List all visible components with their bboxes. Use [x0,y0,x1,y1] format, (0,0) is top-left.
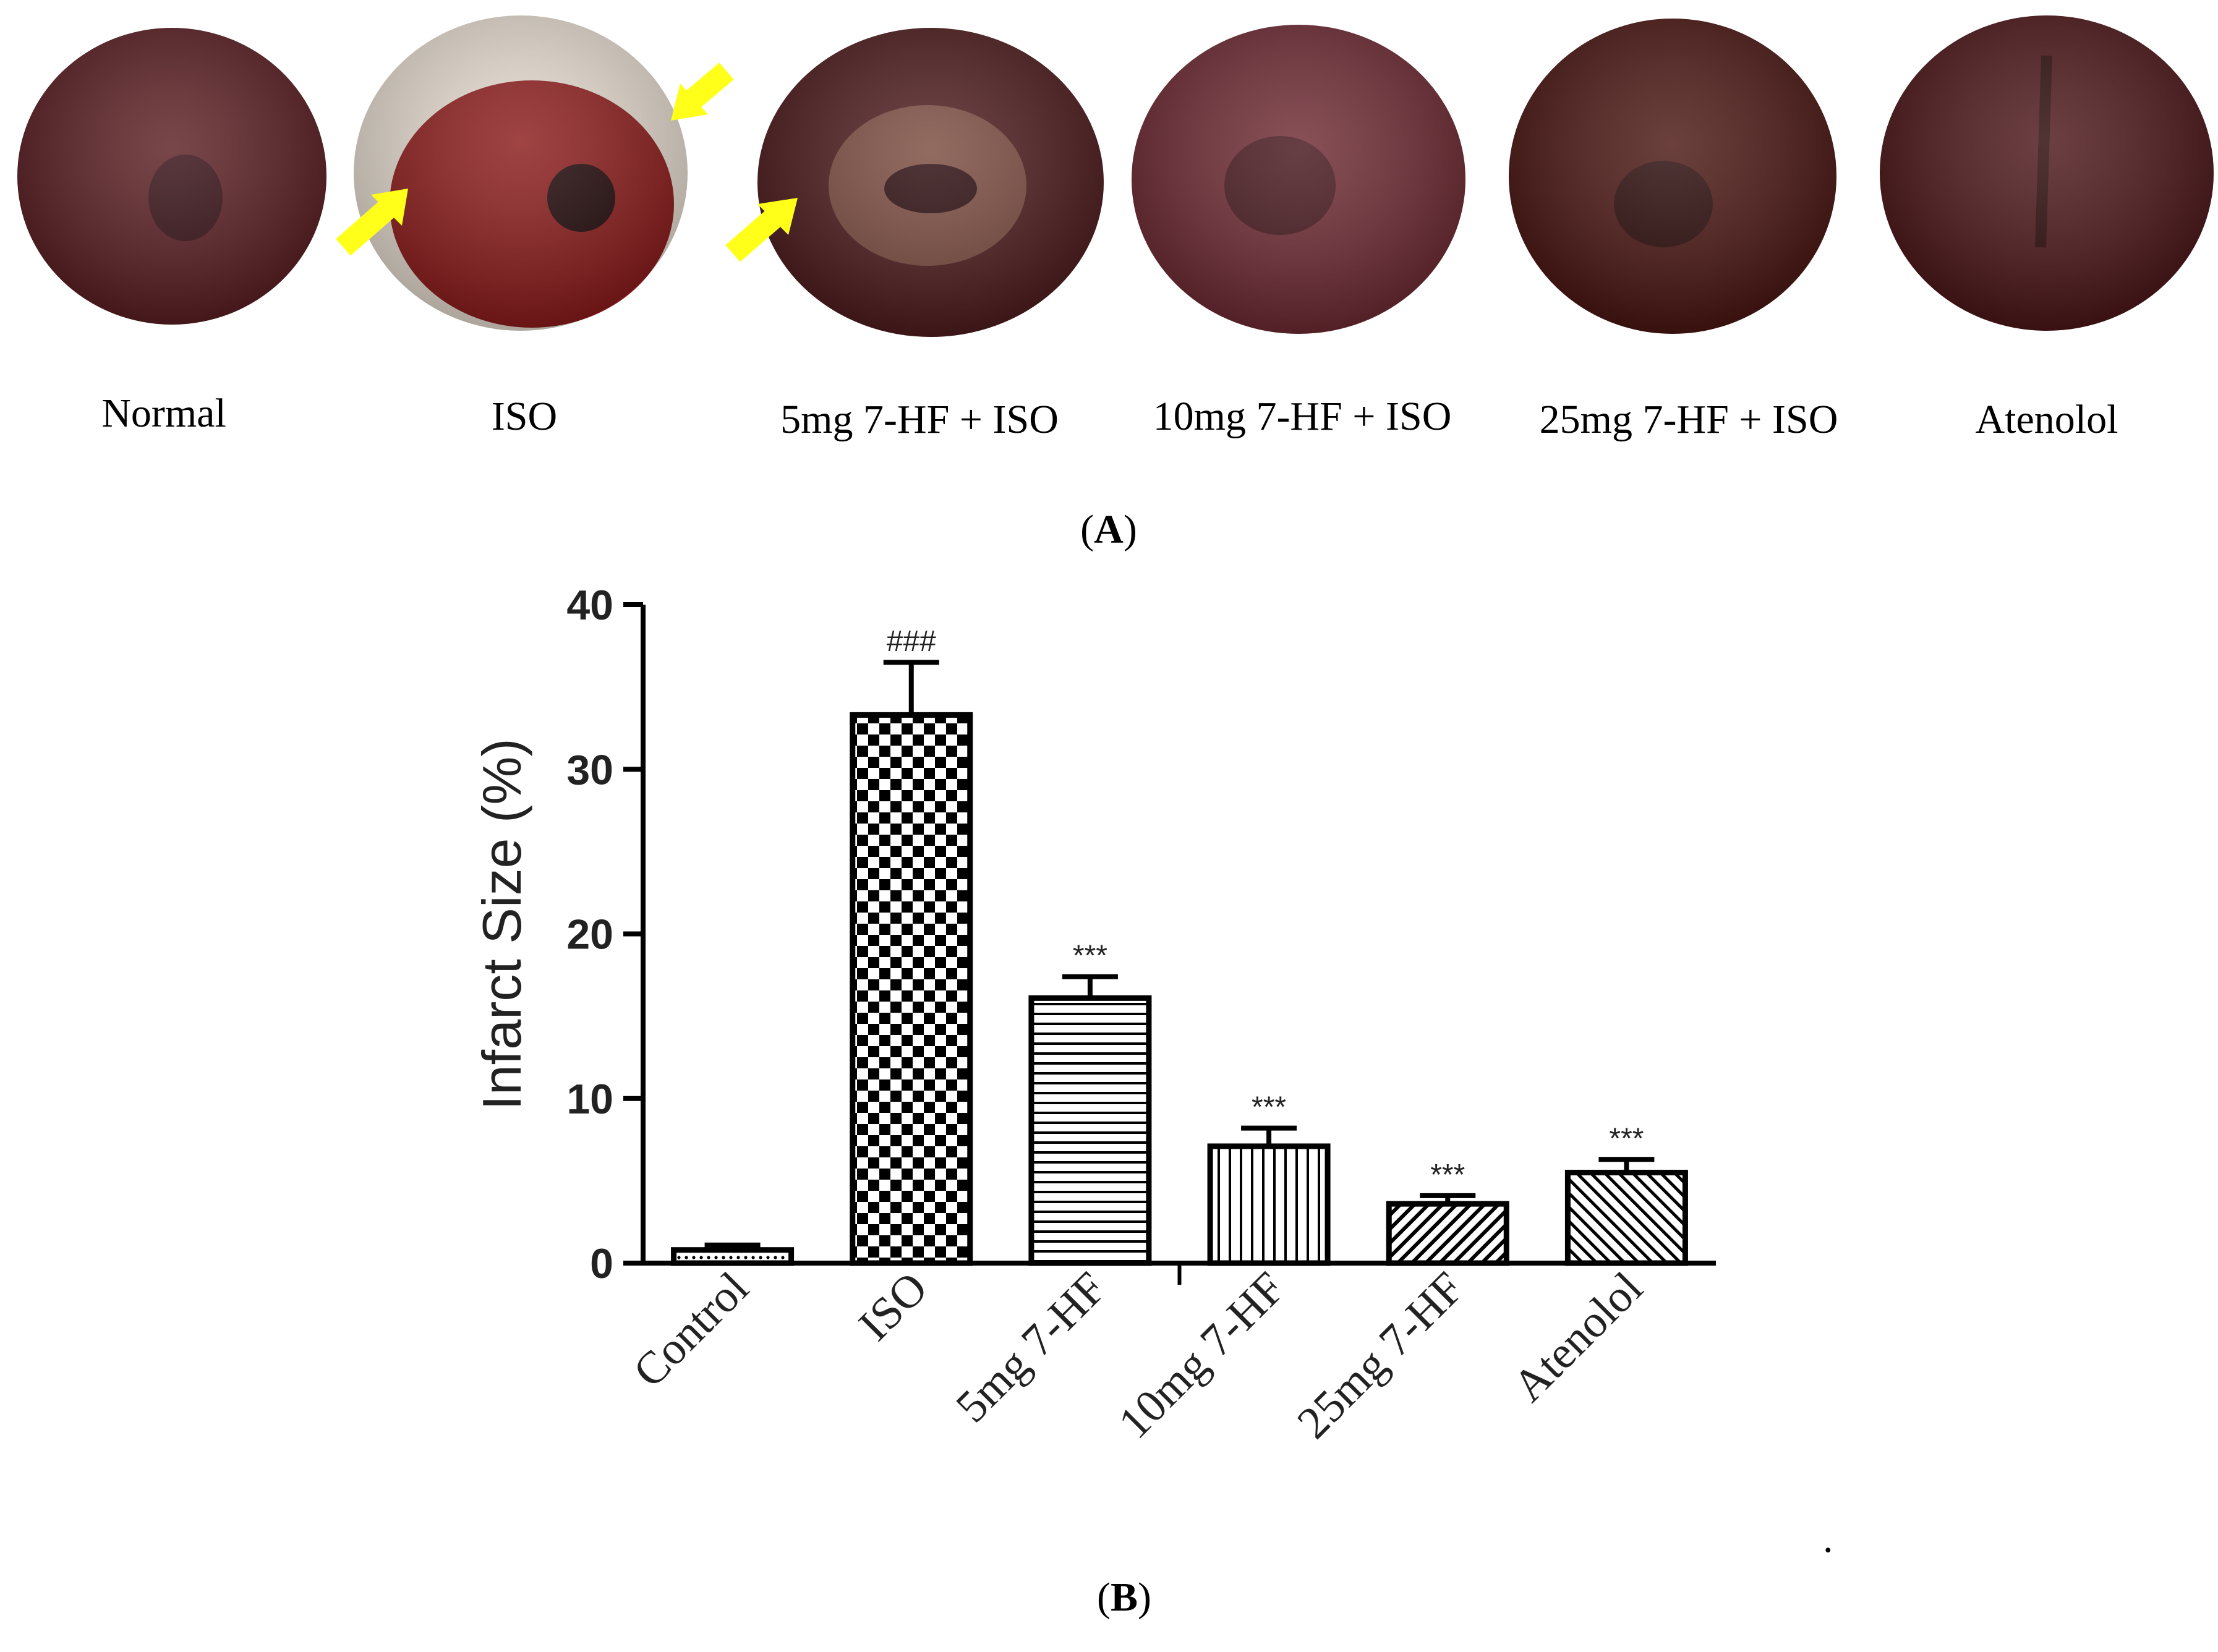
y-tick-label-4: 40 [566,582,613,629]
bars-layer: ### *** *** *** *** [671,625,1688,1266]
sample-label-atenolol: Atenolol [1976,397,2118,442]
bar-2 [1028,995,1152,1266]
arrow-icon-iso-left [336,189,408,256]
x-tick-label-0: Control [624,1262,759,1397]
significance-label-3: *** [1252,1091,1286,1124]
sample-label-25mg: 25mg 7-HF + ISO [1540,397,1838,442]
significance-label-1: ### [887,625,936,658]
significance-label-5: *** [1609,1122,1644,1155]
significance-label-4: *** [1430,1159,1465,1191]
x-tick-label-3: 10mg 7-HF [1109,1262,1295,1449]
significance-label-2: *** [1073,940,1107,973]
x-tick-label-4: 25mg 7-HF [1288,1262,1474,1449]
heart-photo-10mg [1132,25,1465,334]
trailing-dot: . [1823,1516,1833,1561]
bar-5 [1564,1170,1688,1266]
heart-photo-normal [17,28,326,325]
arrow-icon-5mg [725,198,798,262]
heart-photo-atenolol [1880,15,2214,331]
y-axis-label: Infarct Size (%) [471,738,532,1110]
sample-label-5mg: 5mg 7-HF + ISO [780,397,1059,442]
sample-label-iso: ISO [492,394,557,439]
heart-photo-iso [354,15,688,331]
y-tick-label-0: 0 [590,1240,613,1287]
bar-3 [1207,1143,1331,1266]
y-tick-label-2: 20 [566,911,613,958]
sample-label-10mg: 10mg 7-HF + ISO [1153,394,1452,439]
heart-photo-5mg [757,28,1104,337]
panel-a-label: (A) [1080,507,1137,552]
arrow-icon-iso-right [671,62,734,121]
heart-photo-25mg [1509,19,1836,334]
x-tick-label-1: ISO [849,1262,937,1350]
bar-4 [1386,1201,1509,1266]
y-tick-label-1: 10 [566,1076,613,1123]
panel-a-photo-strip: Normal ISO 5mg 7-HF + ISO 10mg 7-HF + IS… [17,15,2214,552]
sample-label-normal: Normal [101,391,226,436]
bar-1 [850,712,973,1266]
x-tick-label-5: Atenolol [1503,1262,1652,1411]
y-tick-label-3: 30 [566,746,613,793]
x-tick-label-2: 5mg 7-HF [946,1262,1116,1433]
panel-b-label: (B) [1097,1575,1151,1620]
